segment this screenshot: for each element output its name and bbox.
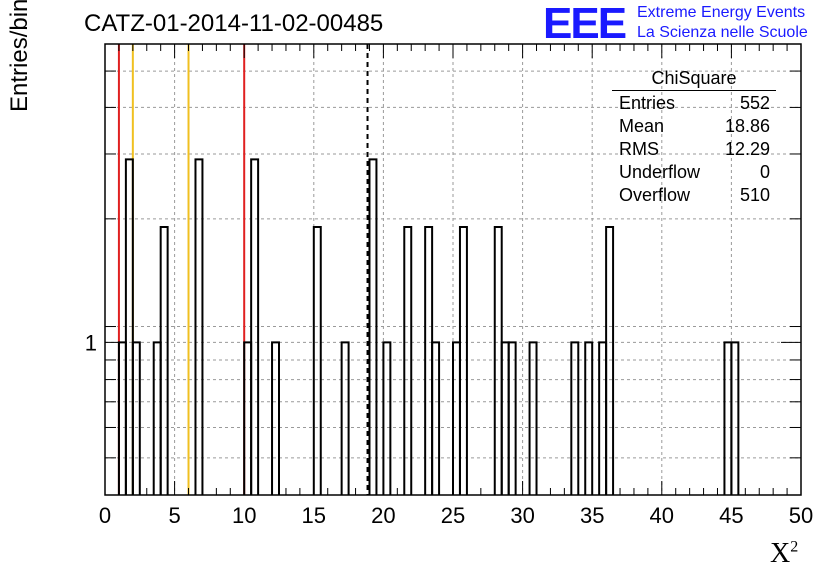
histogram-bin bbox=[507, 341, 517, 495]
stats-label: Underflow bbox=[619, 162, 701, 182]
stats-box: ChiSquare Entries 552 Mean 18.86 RMS 12.… bbox=[612, 68, 780, 207]
histogram-bin bbox=[117, 341, 127, 495]
stats-label: Overflow bbox=[619, 185, 691, 205]
histogram-bin bbox=[493, 225, 503, 495]
x-tick-label: 5 bbox=[168, 503, 180, 528]
histogram-bin bbox=[243, 341, 253, 495]
stats-value: 552 bbox=[739, 93, 770, 113]
stats-label: RMS bbox=[619, 139, 659, 159]
x-tick-label: 30 bbox=[510, 503, 534, 528]
stats-row-entries: Entries 552 bbox=[612, 92, 780, 115]
stats-label: Mean bbox=[619, 116, 665, 136]
histogram-bin bbox=[730, 341, 740, 495]
x-axis-label: X2 bbox=[770, 538, 798, 570]
histogram-bin bbox=[271, 341, 280, 495]
histogram-bin bbox=[528, 341, 538, 495]
histogram-bin bbox=[124, 158, 134, 495]
histogram-bin bbox=[424, 225, 434, 495]
axes: 0 5 10 15 20 25 30 35 40 45 501 bbox=[85, 43, 813, 528]
histogram-bin bbox=[250, 158, 260, 495]
eee-logo: EEE bbox=[543, 0, 627, 48]
x-tick-label: 20 bbox=[371, 503, 395, 528]
histogram-bin bbox=[382, 341, 392, 495]
stats-row-overflow: Overflow 510 bbox=[612, 184, 780, 207]
x-tick-label: 10 bbox=[232, 503, 256, 528]
histogram-bin bbox=[403, 225, 413, 495]
stats-value: 510 bbox=[739, 185, 770, 205]
stats-row-mean: Mean 18.86 bbox=[612, 115, 780, 138]
histogram-bin bbox=[458, 225, 468, 495]
stats-value: 12.29 bbox=[724, 139, 770, 159]
histogram-bin bbox=[152, 341, 162, 495]
histogram-bin bbox=[452, 341, 461, 495]
x-tick-label: 40 bbox=[650, 503, 674, 528]
x-axis-label-text: X bbox=[770, 538, 791, 569]
histogram-bin bbox=[340, 341, 350, 495]
x-tick-label: 25 bbox=[441, 503, 465, 528]
histogram-bin bbox=[598, 341, 608, 495]
histogram-bin bbox=[131, 341, 141, 495]
histogram-bin bbox=[500, 341, 510, 495]
x-tick-label: 15 bbox=[302, 503, 326, 528]
stats-label: Entries bbox=[619, 93, 676, 113]
histogram-bin bbox=[368, 158, 378, 495]
chart-title: CATZ-01-2014-11-02-00485 bbox=[84, 10, 384, 37]
x-tick-label: 0 bbox=[99, 503, 111, 528]
histogram-bin bbox=[605, 225, 615, 495]
histogram-series bbox=[117, 158, 740, 495]
x-tick-label: 35 bbox=[580, 503, 604, 528]
x-tick-label: 50 bbox=[789, 503, 813, 528]
histogram-bin bbox=[723, 341, 733, 495]
org-name-line2: La Scienza nelle Scuole bbox=[637, 24, 808, 41]
histogram-bin bbox=[312, 225, 322, 495]
histogram-bin bbox=[570, 341, 580, 495]
stats-box-title: ChiSquare bbox=[612, 68, 776, 91]
x-axis-label-exponent: 2 bbox=[790, 538, 799, 556]
histogram-bin bbox=[431, 341, 441, 495]
histogram-bin bbox=[584, 341, 594, 495]
stats-value: 18.86 bbox=[724, 116, 770, 136]
y-tick-label: 1 bbox=[85, 330, 97, 355]
stats-row-rms: RMS 12.29 bbox=[612, 138, 780, 161]
stats-value: 0 bbox=[759, 162, 770, 182]
x-tick-label: 45 bbox=[719, 503, 743, 528]
histogram-bin bbox=[194, 158, 204, 495]
histogram-bin bbox=[159, 225, 169, 495]
org-name-line1: Extreme Energy Events bbox=[637, 4, 806, 21]
stats-row-underflow: Underflow 0 bbox=[612, 161, 780, 184]
